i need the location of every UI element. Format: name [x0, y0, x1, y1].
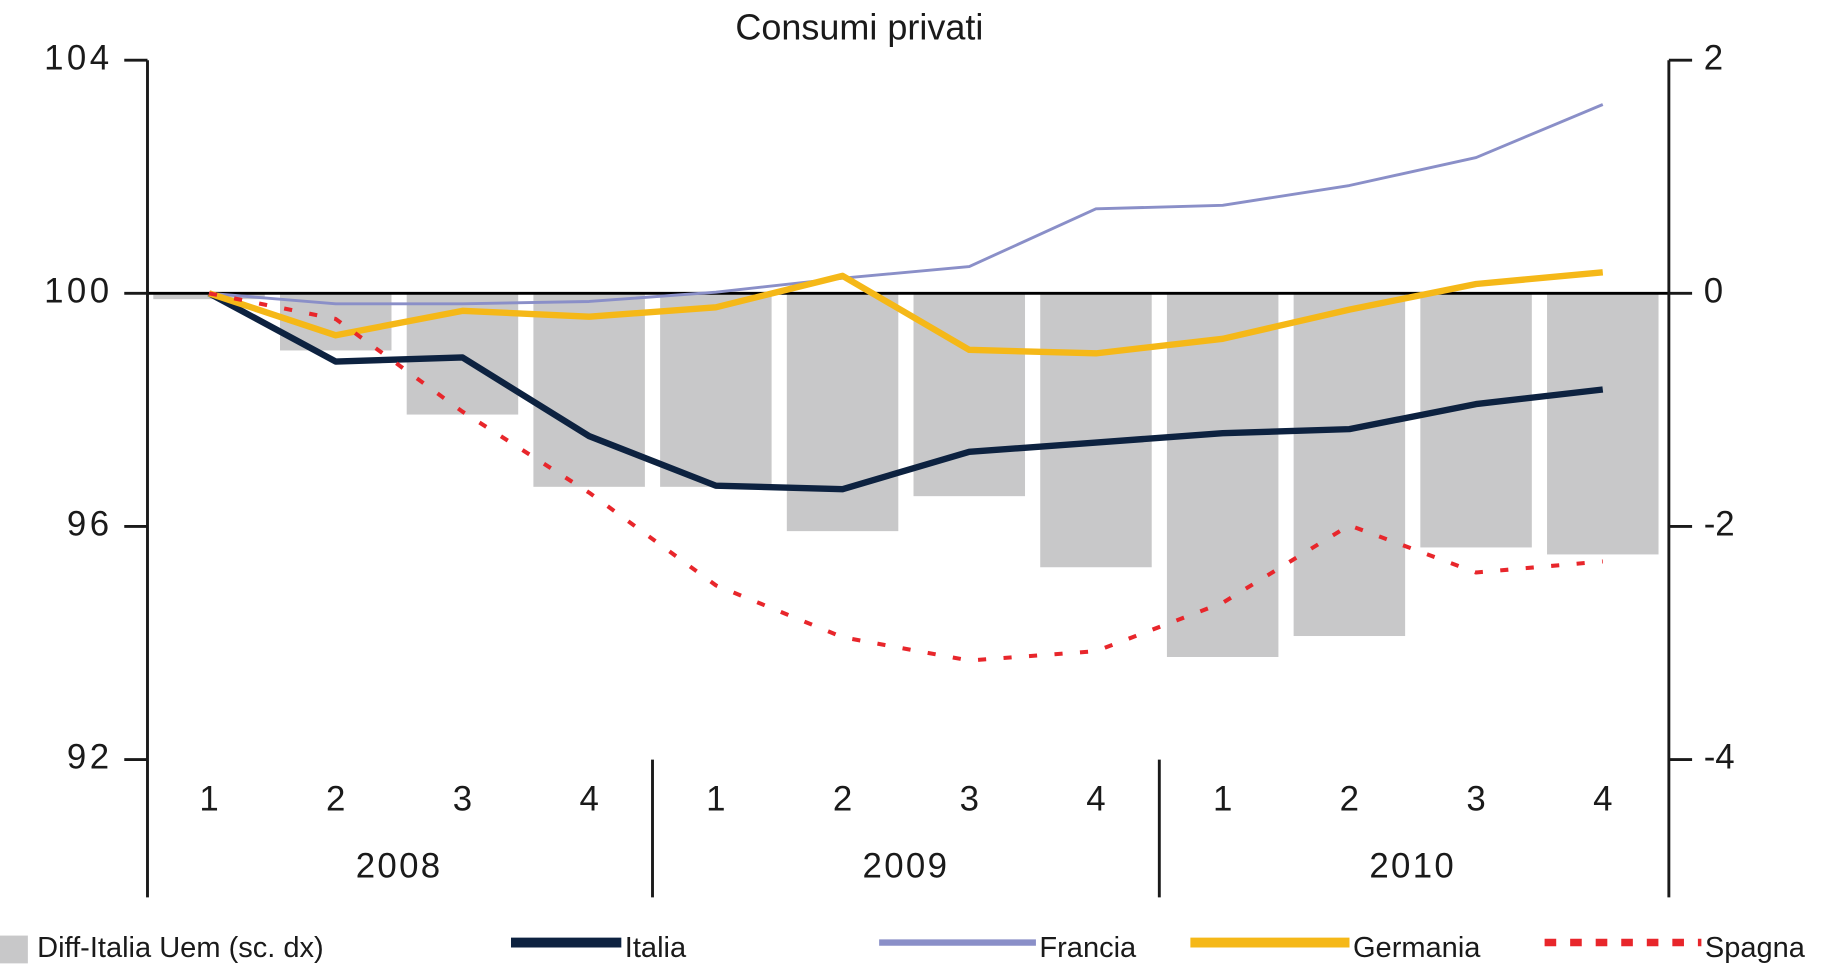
x-group-label: 2008	[356, 848, 443, 886]
line	[208, 103, 1604, 306]
bar	[786, 293, 899, 532]
y-tick-label: 92	[67, 739, 113, 777]
bar	[1166, 293, 1279, 658]
y2-tick-label: 0	[1704, 273, 1723, 311]
x-tick-label: 3	[960, 780, 979, 818]
x-tick-label: 1	[706, 780, 725, 818]
x-tick-label: 4	[1593, 780, 1612, 818]
chart-title: Consumi privati	[735, 7, 983, 48]
x-group-label: 2009	[863, 848, 950, 886]
y-tick-label: 104	[44, 39, 113, 77]
x-tick-label: 2	[833, 780, 852, 818]
y-tick-label: 96	[67, 506, 113, 544]
x-tick-label: 4	[1086, 780, 1105, 818]
x-tick-label: 4	[579, 780, 598, 818]
x-tick-label: 3	[1466, 780, 1485, 818]
legend-label: Diff-Italia Uem (sc. dx)	[37, 932, 324, 964]
bar	[1547, 293, 1659, 555]
legend-label: Francia	[1039, 932, 1137, 964]
x-tick-label: 1	[1213, 780, 1232, 818]
bar	[533, 293, 645, 487]
legend-label: Spagna	[1705, 932, 1806, 964]
bar	[1040, 293, 1152, 568]
line	[208, 269, 1604, 357]
y2-tick-label: -4	[1704, 739, 1735, 777]
x-group-label: 2010	[1369, 848, 1456, 886]
legend-label: Italia	[625, 932, 687, 964]
y-tick-label: 100	[44, 273, 113, 311]
x-tick-label: 3	[453, 780, 472, 818]
legend-label: Germania	[1353, 932, 1481, 964]
y2-tick-label: 2	[1704, 39, 1723, 77]
x-tick-label: 2	[1340, 780, 1359, 818]
bar	[660, 293, 772, 487]
y2-tick-label: -2	[1704, 506, 1735, 544]
line	[208, 291, 1603, 663]
bar	[1293, 293, 1406, 637]
bar	[1420, 293, 1532, 548]
legend-swatch	[0, 935, 28, 964]
line	[207, 290, 1604, 493]
x-tick-label: 2	[326, 780, 345, 818]
x-tick-label: 1	[199, 780, 218, 818]
